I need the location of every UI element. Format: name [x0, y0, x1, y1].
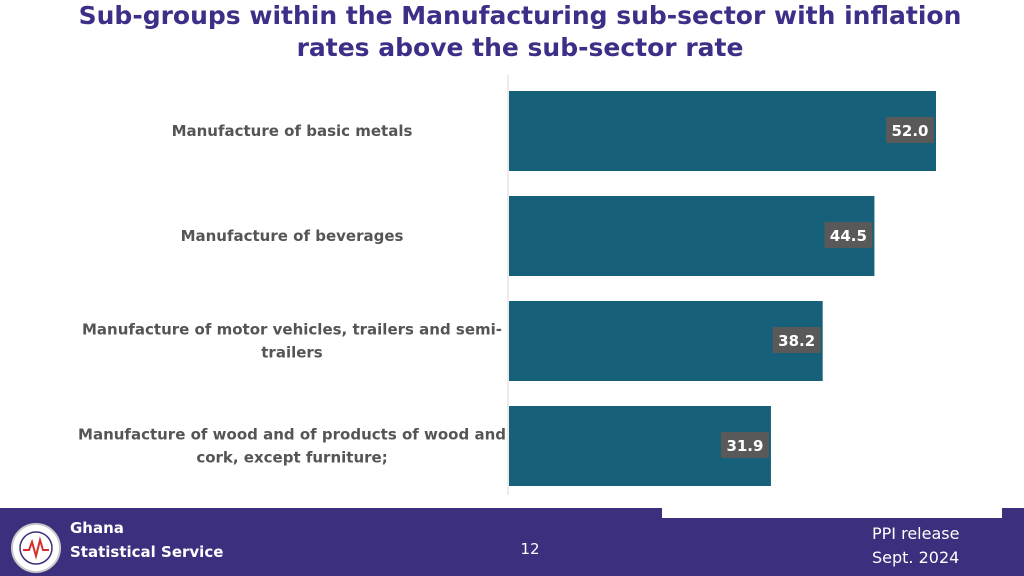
release-info: PPI release Sept. 2024 [872, 522, 959, 570]
release-line-1: PPI release [872, 524, 960, 543]
bar-chart: 52.0 Manufacture of basic metals 44.5 Manuf… [78, 75, 936, 495]
bar [509, 91, 936, 171]
org-name-line-2: Statistical Service [70, 543, 224, 561]
data-label-box [886, 117, 934, 143]
category-label: Manufacture of basic metals [172, 122, 413, 140]
page-number: 12 [520, 540, 540, 558]
bar [509, 196, 875, 276]
data-label: 52.0 [891, 122, 928, 140]
data-label-box [824, 222, 873, 248]
org-name-line-1: Ghana [70, 519, 124, 537]
data-label: 38.2 [778, 332, 815, 350]
category-label: Manufacture of motor vehicles, trailers … [82, 321, 502, 339]
category-label: trailers [261, 344, 323, 362]
category-label: cork, except furniture; [196, 449, 387, 467]
category-label: Manufacture of beverages [181, 227, 404, 245]
data-label-box [772, 327, 821, 353]
ghana-statistical-service-seal-icon [11, 523, 61, 573]
data-label-box [720, 432, 769, 458]
bar [509, 301, 823, 381]
data-label: 44.5 [830, 227, 867, 245]
org-name: Ghana Statistical Service [70, 516, 223, 564]
slide-title: Sub-groups within the Manufacturing sub-… [40, 0, 1000, 64]
footer-notch [662, 508, 1002, 518]
release-line-2: Sept. 2024 [872, 548, 960, 567]
data-label: 31.9 [726, 437, 763, 455]
category-label: Manufacture of wood and of products of w… [78, 426, 506, 444]
title-line-1: Sub-groups within the Manufacturing sub-… [78, 1, 962, 30]
title-line-2: rates above the sub-sector rate [296, 33, 744, 62]
footer-bar: Ghana Statistical Service 12 PPI release… [0, 508, 1024, 576]
